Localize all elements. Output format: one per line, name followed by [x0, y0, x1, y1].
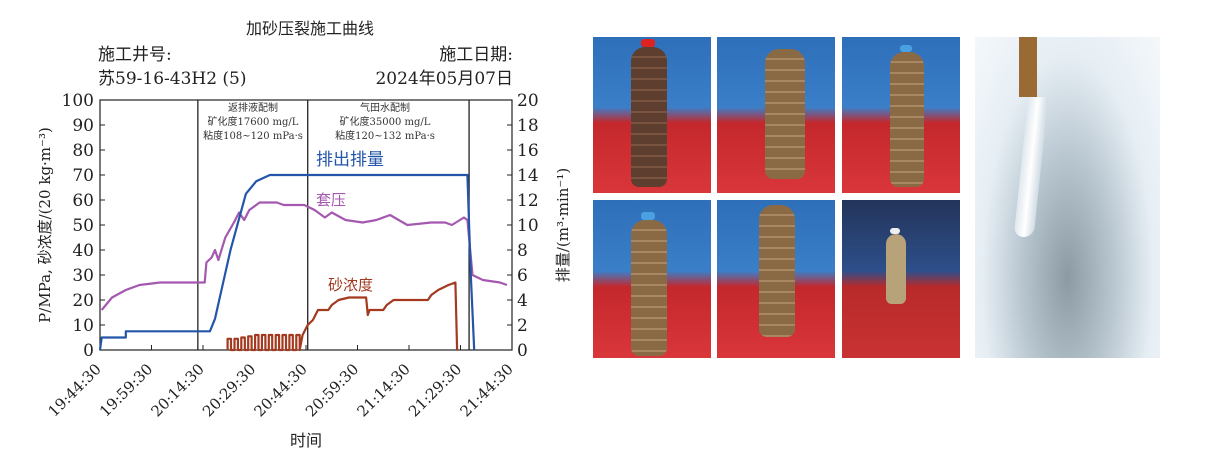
y-axis-label-left: P/MPa, 砂浓度/(20 kg·m⁻³): [36, 127, 54, 323]
discharge-pipe: [1019, 37, 1037, 97]
y-left-tick-label: 30: [72, 266, 94, 286]
sand-bottle: [890, 52, 924, 187]
y-left-tick-label: 90: [72, 116, 94, 136]
annotation-2-line-2: 矿化度35000 mg/L: [340, 115, 431, 128]
bottle-cap: [890, 228, 900, 234]
y-right-tick-label: 8: [517, 241, 528, 261]
sand-stream: [1013, 97, 1049, 237]
x-tick-label: 20:29:30: [199, 360, 259, 420]
annotation-1-line-2: 矿化度17600 mg/L: [208, 115, 299, 128]
x-tick-label: 21:29:30: [405, 360, 465, 420]
sample-photo-6: [842, 200, 960, 358]
y-right-tick-label: 16: [517, 141, 539, 161]
annotation-1-line-3: 粘度108~120 mPa·s: [203, 129, 303, 142]
x-tick-label: 21:14:30: [353, 360, 413, 420]
y-left-tick-label: 100: [62, 91, 94, 111]
series-label-discharge: 排出排量: [316, 150, 384, 170]
x-tick-label: 21:44:30: [456, 360, 516, 420]
x-tick-label: 19:59:30: [96, 360, 156, 420]
annotation-2-line-3: 粘度120~132 mPa·s: [335, 129, 435, 142]
sample-photo-1: [593, 37, 711, 193]
x-tick-label: 20:44:30: [250, 360, 310, 420]
series-line-砂浓度: [226, 281, 459, 352]
x-tick-label: 20:59:30: [302, 360, 362, 420]
bottle-cap: [641, 212, 655, 220]
series-label-casing-pressure: 套压: [316, 191, 346, 209]
sand-bottle: [886, 234, 906, 304]
chart-title: 加砂压裂施工曲线: [246, 19, 374, 38]
x-tick-label: 20:14:30: [147, 360, 207, 420]
y-right-tick-label: 14: [517, 166, 539, 186]
x-tick-label: 19:44:30: [44, 360, 104, 420]
y-left-tick-label: 10: [72, 316, 94, 336]
y-left-tick-label: 50: [72, 216, 94, 236]
sample-photo-5: [717, 200, 835, 358]
series-label-sand-concentration: 砂浓度: [328, 276, 373, 294]
series-line-排出排量: [98, 173, 476, 351]
y-left-tick-label: 0: [83, 341, 94, 361]
date-label: 施工日期:: [439, 45, 513, 65]
x-axis-label: 时间: [290, 431, 322, 449]
frac-curve-chart: 加砂压裂施工曲线 施工井号: 苏59-16-43H2 (5) 施工日期: 202…: [36, 19, 572, 449]
proppant-discharge-photo: [975, 37, 1160, 358]
y-right-tick-label: 10: [517, 216, 539, 236]
sand-bottle: [765, 49, 805, 179]
bottle-cap: [641, 39, 655, 47]
well-label: 施工井号:: [98, 45, 172, 65]
annotation-2-line-1: 气田水配制: [360, 101, 410, 114]
y-right-tick-label: 0: [517, 341, 528, 361]
series-line-套压: [100, 201, 508, 311]
sand-bottle: [631, 47, 667, 187]
y-left-tick-label: 20: [72, 291, 94, 311]
sample-photo-2: [717, 37, 835, 193]
sample-photo-3: [842, 37, 960, 193]
y-axis-label-right: 排量/(m³·min⁻¹): [554, 168, 572, 282]
y-right-tick-label: 18: [517, 116, 539, 136]
y-right-tick-label: 2: [517, 316, 528, 336]
y-left-tick-label: 40: [72, 241, 94, 261]
sample-photo-4: [593, 200, 711, 358]
y-left-tick-label: 70: [72, 166, 94, 186]
y-right-tick-label: 4: [517, 291, 528, 311]
sand-bottle: [631, 220, 667, 356]
well-value: 苏59-16-43H2 (5): [98, 69, 247, 89]
sand-bottle: [759, 205, 795, 337]
y-right-tick-label: 12: [517, 191, 539, 211]
annotation-1-line-1: 返排液配制: [228, 101, 278, 114]
y-right-tick-label: 6: [517, 266, 528, 286]
y-left-tick-label: 80: [72, 141, 94, 161]
y-right-tick-label: 20: [517, 91, 539, 111]
y-left-tick-label: 60: [72, 191, 94, 211]
date-value: 2024年05月07日: [375, 69, 513, 89]
bottle-cap: [900, 45, 912, 52]
